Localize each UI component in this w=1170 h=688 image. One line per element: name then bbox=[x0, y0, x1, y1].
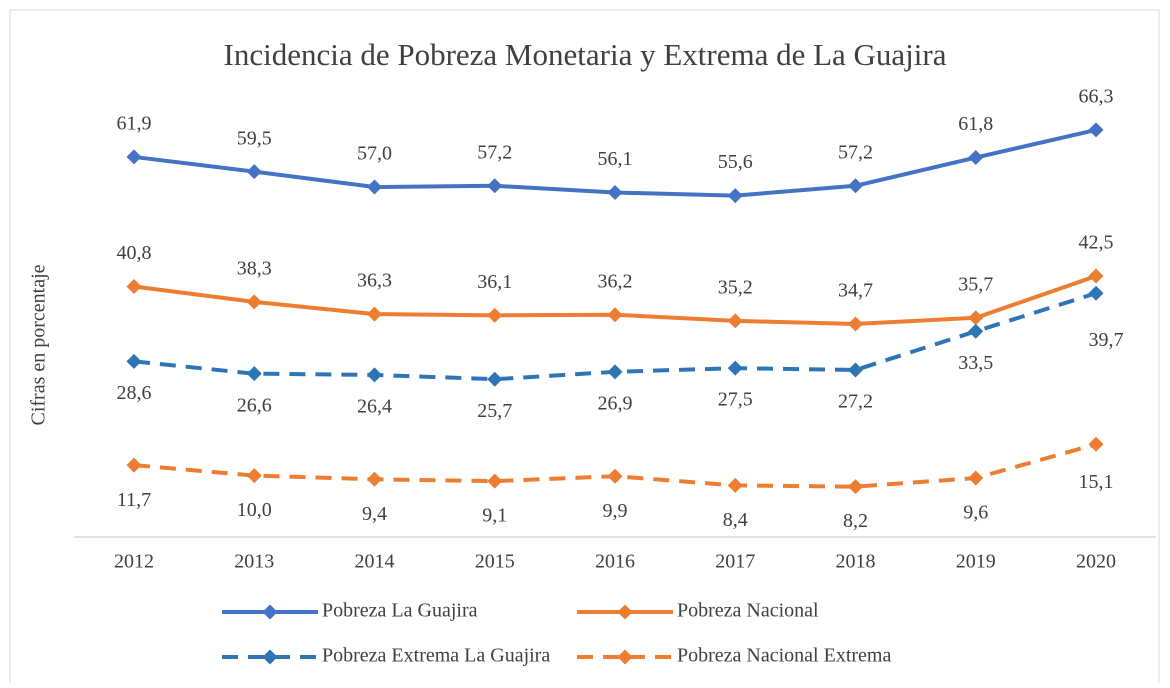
point bbox=[126, 149, 142, 165]
point bbox=[727, 188, 743, 204]
legend-marker bbox=[262, 604, 278, 620]
chart-title: Incidencia de Pobreza Monetaria y Extrem… bbox=[224, 37, 947, 72]
data-label: 27,5 bbox=[718, 389, 753, 411]
point bbox=[1088, 268, 1104, 284]
legend-label: Pobreza Nacional bbox=[677, 600, 819, 622]
point bbox=[246, 468, 262, 484]
data-label: 9,6 bbox=[963, 502, 988, 524]
point bbox=[367, 306, 382, 322]
x-tick-label: 2016 bbox=[595, 551, 635, 573]
point bbox=[848, 362, 863, 378]
point bbox=[367, 471, 382, 487]
data-label: 9,1 bbox=[482, 505, 507, 527]
data-label: 27,2 bbox=[838, 391, 873, 413]
data-label: 9,4 bbox=[362, 503, 387, 525]
point bbox=[607, 185, 623, 201]
point bbox=[1088, 285, 1104, 301]
data-label: 59,5 bbox=[237, 127, 272, 149]
data-label: 57,0 bbox=[357, 143, 392, 165]
data-label: 36,1 bbox=[477, 271, 512, 293]
legend-label: Pobreza Nacional Extrema bbox=[677, 645, 891, 667]
x-tick-label: 2012 bbox=[114, 551, 154, 573]
point bbox=[246, 366, 262, 382]
x-tick-label: 2015 bbox=[475, 551, 515, 573]
point bbox=[367, 367, 382, 383]
legend-marker bbox=[617, 649, 633, 665]
point bbox=[848, 316, 863, 332]
data-label: 36,3 bbox=[357, 270, 392, 292]
point bbox=[1088, 436, 1104, 452]
data-label: 39,7 bbox=[1089, 329, 1124, 351]
data-label: 35,2 bbox=[718, 276, 753, 298]
data-label: 56,1 bbox=[598, 148, 633, 170]
point bbox=[487, 371, 503, 387]
point bbox=[126, 457, 142, 473]
data-label: 57,2 bbox=[477, 141, 512, 163]
point bbox=[487, 473, 503, 489]
point bbox=[727, 477, 743, 493]
point bbox=[126, 278, 142, 294]
point bbox=[367, 179, 382, 195]
legend-marker bbox=[262, 649, 278, 665]
point bbox=[968, 470, 984, 486]
point bbox=[487, 178, 503, 194]
legend-marker bbox=[617, 604, 633, 620]
legend-label: Pobreza La Guajira bbox=[322, 600, 478, 622]
data-label: 9,9 bbox=[603, 500, 628, 522]
point bbox=[487, 307, 503, 323]
x-tick-label: 2014 bbox=[355, 551, 395, 573]
data-label: 25,7 bbox=[477, 400, 512, 422]
data-label: 36,2 bbox=[598, 270, 633, 292]
point bbox=[607, 307, 623, 323]
point bbox=[246, 294, 262, 310]
x-tick-label: 2013 bbox=[234, 551, 274, 573]
point bbox=[126, 353, 142, 369]
point bbox=[246, 164, 262, 180]
data-label: 34,7 bbox=[838, 280, 873, 302]
point bbox=[968, 150, 984, 166]
data-label: 33,5 bbox=[958, 352, 993, 374]
data-label: 66,3 bbox=[1079, 86, 1114, 108]
data-label: 26,6 bbox=[237, 394, 272, 416]
data-label: 61,9 bbox=[117, 113, 152, 135]
legend-label: Pobreza Extrema La Guajira bbox=[322, 645, 550, 667]
data-label: 15,1 bbox=[1079, 471, 1114, 493]
x-tick-label: 2020 bbox=[1076, 551, 1116, 573]
data-label: 38,3 bbox=[237, 257, 272, 279]
data-label: 35,7 bbox=[958, 273, 993, 295]
point bbox=[607, 364, 623, 380]
point bbox=[848, 479, 863, 495]
data-label: 26,9 bbox=[598, 392, 633, 414]
x-tick-label: 2017 bbox=[715, 551, 755, 573]
point bbox=[607, 468, 623, 484]
data-label: 57,2 bbox=[838, 141, 873, 163]
data-label: 26,4 bbox=[357, 395, 392, 417]
data-label: 11,7 bbox=[117, 489, 151, 511]
data-label: 61,8 bbox=[958, 113, 993, 135]
data-label: 55,6 bbox=[718, 151, 753, 173]
data-label: 8,2 bbox=[843, 510, 868, 532]
point bbox=[1088, 122, 1104, 138]
x-tick-label: 2018 bbox=[836, 551, 876, 573]
data-label: 10,0 bbox=[237, 499, 272, 521]
y-axis-label: Cifras en porcentaje bbox=[28, 264, 50, 425]
x-tick-label: 2019 bbox=[956, 551, 996, 573]
chart-border bbox=[9, 9, 1160, 688]
data-label: 28,6 bbox=[117, 382, 152, 404]
point bbox=[727, 313, 743, 329]
data-label: 42,5 bbox=[1079, 232, 1114, 254]
point bbox=[848, 178, 863, 194]
point bbox=[968, 310, 984, 326]
point bbox=[968, 323, 984, 339]
data-label: 40,8 bbox=[117, 242, 152, 264]
point bbox=[727, 360, 743, 376]
data-label: 8,4 bbox=[723, 509, 748, 531]
